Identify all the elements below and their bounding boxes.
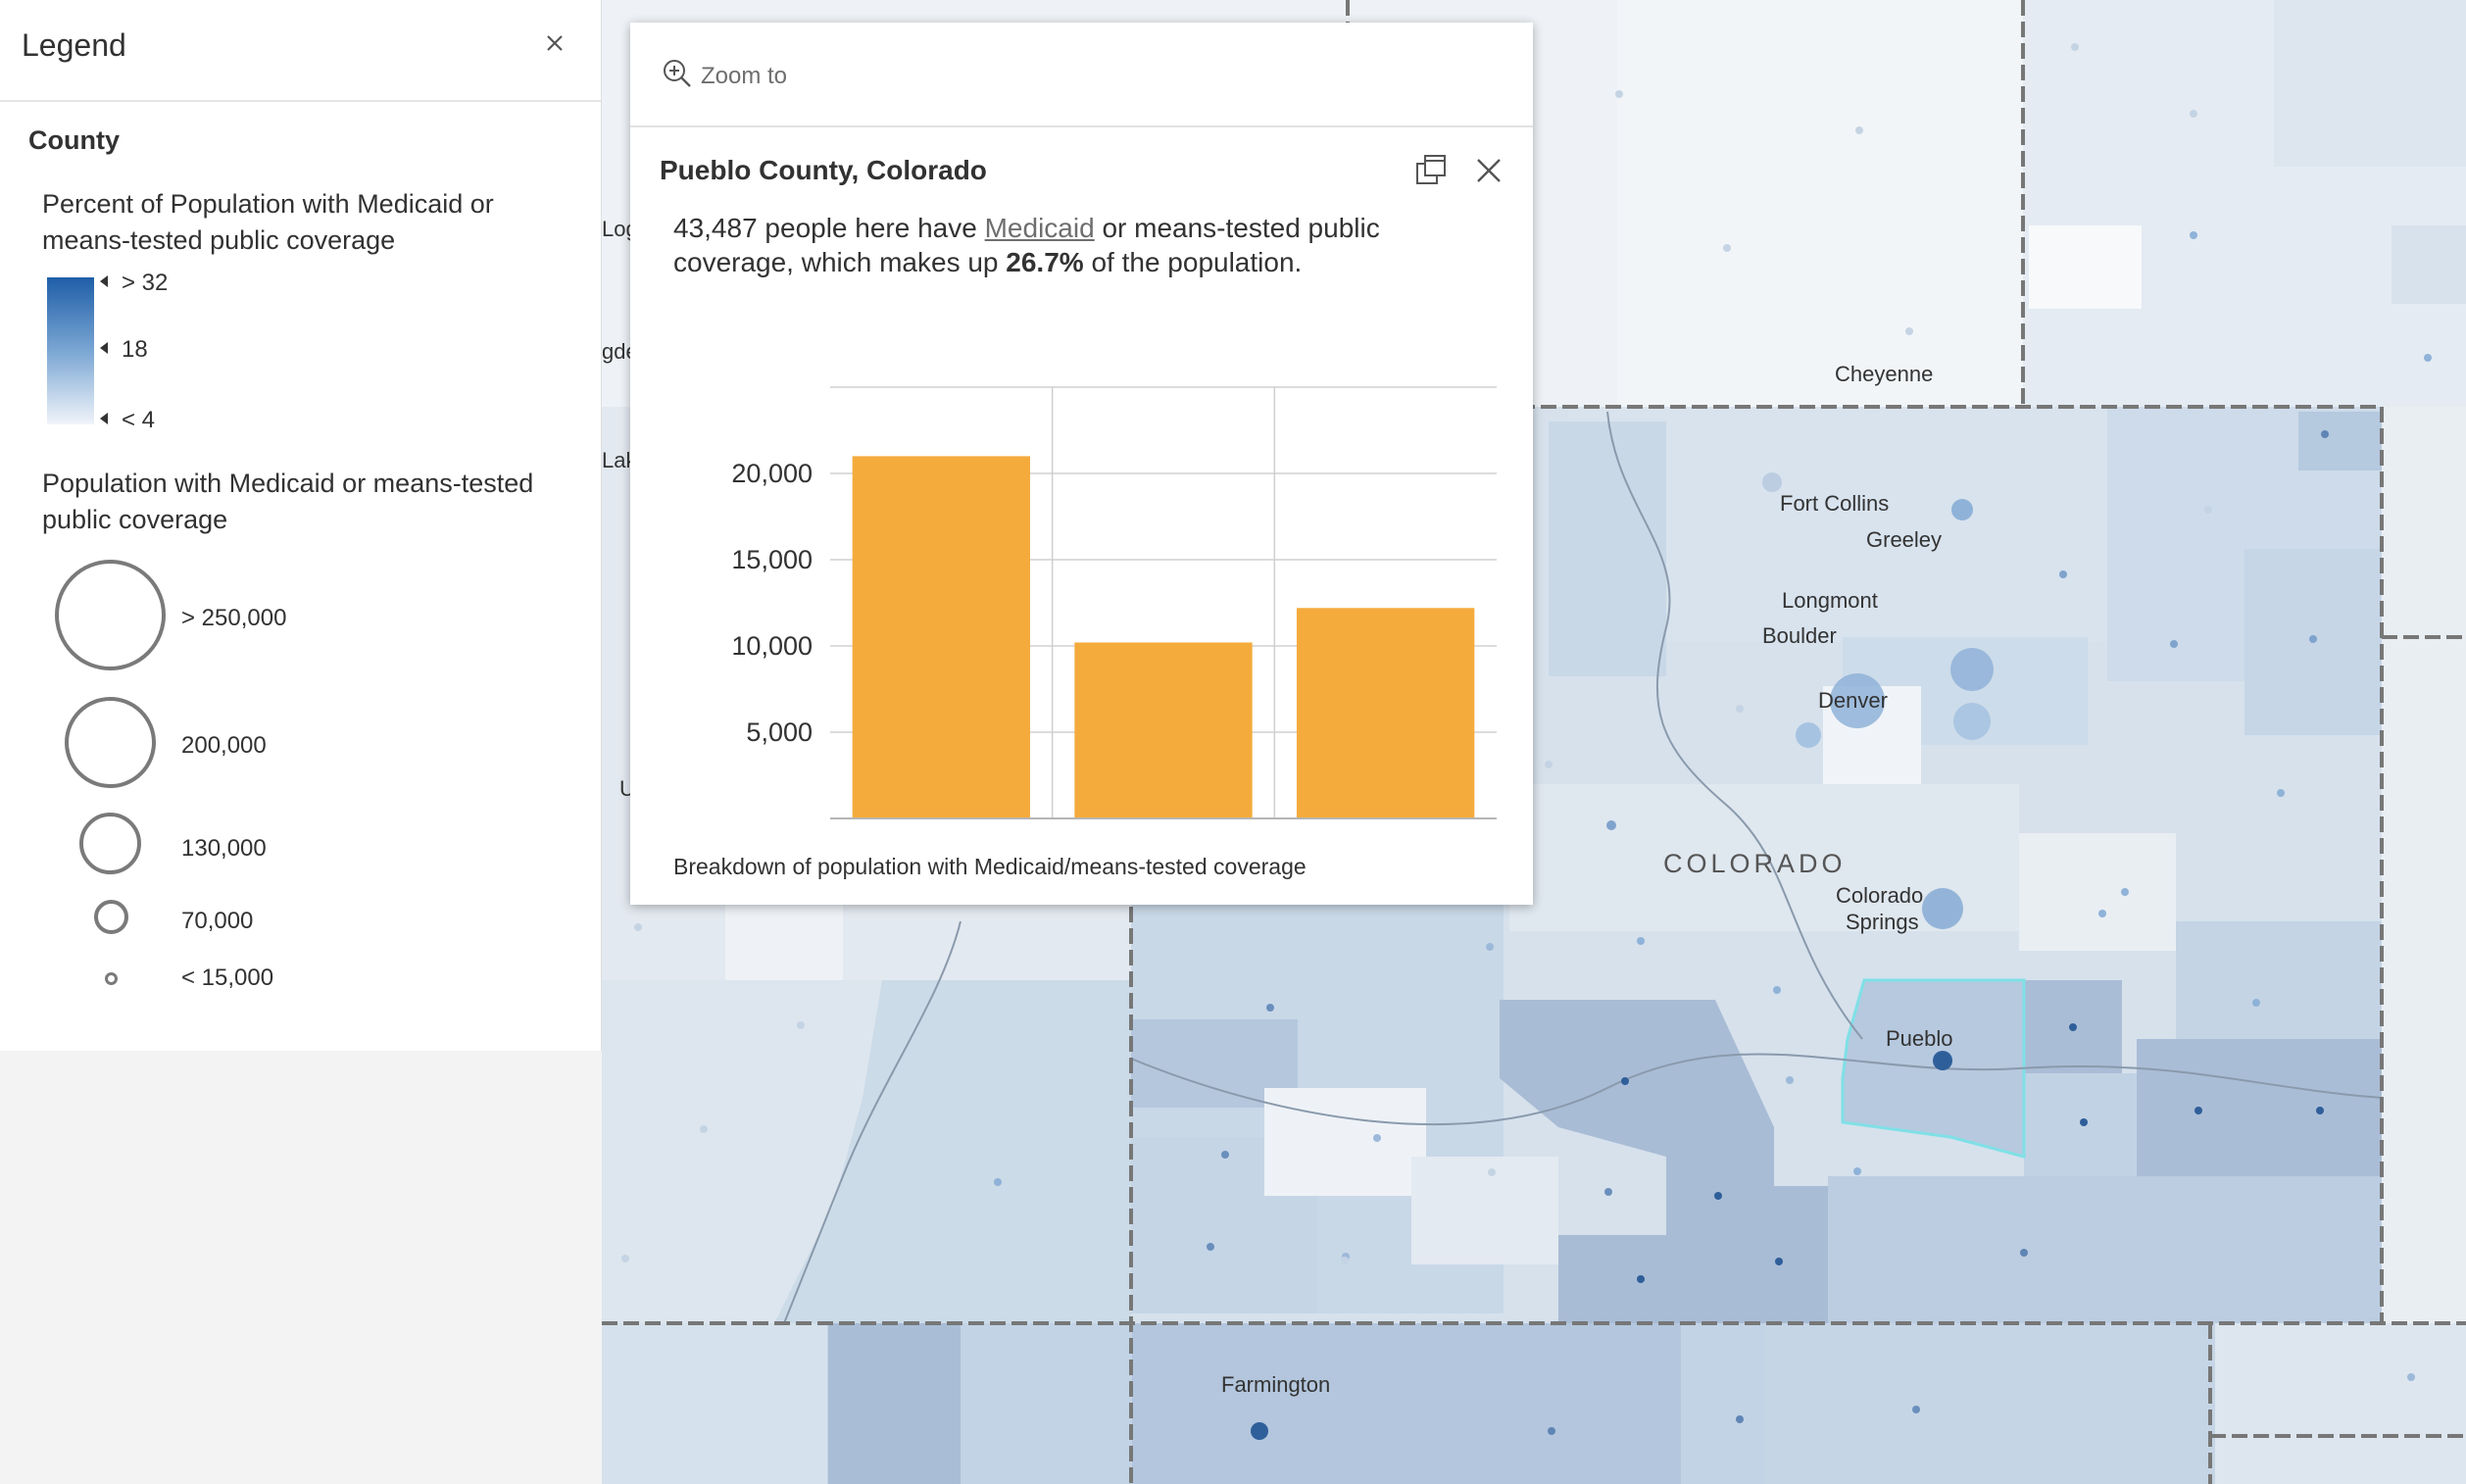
- medicaid-link[interactable]: Medicaid: [984, 213, 1095, 243]
- county-region: [2274, 0, 2466, 167]
- county-region: [2176, 921, 2382, 1049]
- population-symbols: [621, 43, 2432, 1440]
- county-region: [1617, 0, 2029, 407]
- size-label: < 15,000: [181, 965, 274, 991]
- county-region: [828, 1323, 961, 1484]
- city-label: Colorado: [1836, 883, 1923, 908]
- chart-bar: [852, 456, 1030, 818]
- desc-text: of the population.: [1083, 247, 1303, 277]
- size-label: 200,000: [181, 732, 267, 759]
- county-region: [2029, 225, 2142, 309]
- size-symbol: [79, 813, 141, 874]
- county-region: [602, 1323, 827, 1484]
- color-ramp-title-line: means-tested public coverage: [42, 225, 396, 255]
- county-region: [725, 897, 843, 980]
- size-symbol: [55, 560, 166, 670]
- size-label: > 250,000: [181, 605, 287, 631]
- size-symbol: [105, 972, 118, 985]
- chart-bar: [1074, 642, 1253, 818]
- close-icon[interactable]: [1474, 156, 1504, 185]
- ramp-tick: [100, 413, 108, 424]
- county-region: [1828, 1176, 2382, 1323]
- size-label: 70,000: [181, 908, 254, 934]
- city-label: Fort Collins: [1780, 491, 1889, 516]
- legend-content: Legend County Percent of Population with…: [0, 0, 602, 1051]
- chart-bar: [1297, 608, 1475, 818]
- close-icon[interactable]: [541, 29, 568, 57]
- ramp-tick: [100, 275, 108, 287]
- y-tick-label: 20,000: [731, 459, 813, 488]
- ramp-label: 18: [122, 336, 148, 363]
- size-legend-title-line: public coverage: [42, 505, 228, 534]
- bar-chart-svg: 5,000 10,000 15,000 20,000: [731, 386, 1497, 819]
- zoom-to-label: Zoom to: [701, 62, 788, 89]
- county-region: [1764, 1323, 2215, 1484]
- color-ramp: [47, 277, 94, 424]
- popup-description: 43,487 people here have Medicaid or mean…: [673, 211, 1497, 279]
- city-label: Pueblo: [1886, 1026, 1953, 1051]
- county-region: [2392, 225, 2466, 304]
- county-region: [1264, 1088, 1426, 1196]
- popup-title: Pueblo County, Colorado: [660, 155, 987, 185]
- county-region: [2298, 412, 2382, 470]
- size-legend-title-line: Population with Medicaid or means-tested: [42, 469, 534, 498]
- county-region: [1411, 1157, 1558, 1264]
- legend-header: Legend: [0, 0, 601, 102]
- ramp-label: < 4: [122, 407, 156, 433]
- size-legend-title: Population with Medicaid or means-tested…: [42, 466, 533, 538]
- county-region: [2019, 833, 2176, 951]
- color-ramp-title: Percent of Population with Medicaid or m…: [42, 186, 494, 259]
- coverage-count: 43,487: [673, 213, 758, 243]
- y-tick-label: 5,000: [746, 717, 813, 747]
- county-region: [1549, 421, 1666, 676]
- size-label: 130,000: [181, 835, 267, 862]
- zoom-in-icon: [662, 58, 693, 94]
- legend-panel: Legend County Percent of Population with…: [0, 0, 602, 1484]
- county-region: [1132, 1323, 1681, 1484]
- dock-icon[interactable]: [1414, 153, 1448, 186]
- city-label: Farmington: [1221, 1372, 1330, 1397]
- bar-chart: 5,000 10,000 15,000 20,000: [673, 336, 1497, 846]
- county-region: [2215, 1323, 2466, 1484]
- y-tick-label: 10,000: [731, 631, 813, 661]
- legend-title: Legend: [22, 27, 126, 63]
- city-label: Springs: [1846, 910, 1919, 934]
- river-line: [1606, 411, 1863, 1040]
- desc-text: people here have: [757, 213, 985, 243]
- city-label: Boulder: [1762, 623, 1837, 648]
- coverage-percent: 26.7%: [1006, 247, 1084, 277]
- y-tick-label: 15,000: [731, 545, 813, 574]
- chart-caption: Breakdown of population with Medicaid/me…: [673, 854, 1307, 879]
- layer-title: County: [28, 125, 120, 155]
- state-boundaries: [602, 0, 2466, 1484]
- state-label: COLORADO: [1663, 849, 1847, 878]
- county-region: [1720, 1186, 1828, 1323]
- size-symbol: [65, 697, 156, 788]
- color-ramp-title-line: Percent of Population with Medicaid or: [42, 189, 494, 219]
- feature-popup: Zoom to Pueblo County, Colorado 43,487 p…: [630, 23, 1533, 905]
- size-symbol: [94, 900, 128, 934]
- county-region: [1500, 1000, 1774, 1157]
- popup-action-bar: Zoom to: [630, 23, 1533, 127]
- ramp-label: > 32: [122, 270, 169, 296]
- ramp-tick: [100, 342, 108, 354]
- county-region: [2024, 1073, 2137, 1176]
- city-label: Cheyenne: [1835, 362, 1933, 386]
- county-region: [774, 980, 1131, 1323]
- river-line: [783, 920, 962, 1324]
- city-label: Denver: [1818, 688, 1888, 713]
- desc-text: or means-tested public coverage, which m…: [673, 213, 1380, 277]
- river-line: [1130, 1053, 2383, 1126]
- zoom-to-button[interactable]: Zoom to: [662, 58, 787, 94]
- city-label: Longmont: [1782, 588, 1878, 613]
- city-label: Greeley: [1866, 527, 1942, 552]
